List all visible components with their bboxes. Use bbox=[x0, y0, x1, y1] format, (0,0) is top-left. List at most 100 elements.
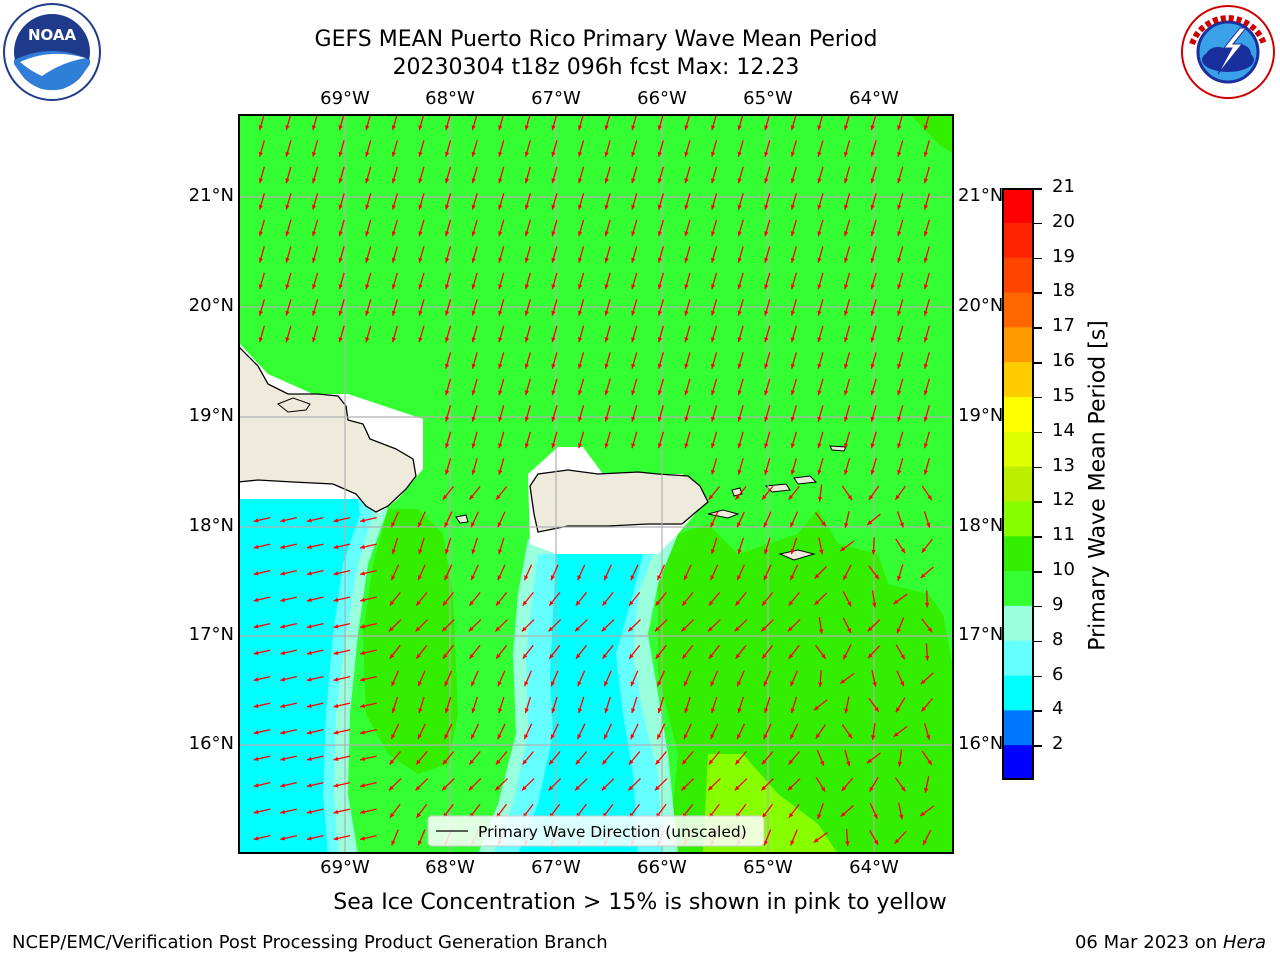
wave-arrow bbox=[388, 778, 402, 791]
wave-arrow bbox=[333, 835, 351, 841]
wave-arrow bbox=[365, 114, 372, 131]
wave-arrow bbox=[842, 617, 852, 634]
wave-arrow bbox=[497, 670, 506, 687]
wave-arrow bbox=[684, 219, 691, 237]
wave-arrow bbox=[578, 431, 585, 449]
wave-arrow bbox=[306, 676, 324, 682]
wave-arrow bbox=[418, 166, 425, 184]
wave-arrow bbox=[681, 751, 694, 765]
wave-arrow bbox=[870, 114, 877, 131]
wave-arrow bbox=[280, 755, 298, 761]
wave-arrow bbox=[923, 114, 930, 131]
wave-arrow bbox=[921, 538, 933, 554]
colorbar-segment-1 bbox=[1002, 222, 1034, 259]
wave-arrow bbox=[710, 696, 718, 714]
wave-arrow bbox=[365, 193, 372, 210]
wave-arrow bbox=[684, 272, 691, 290]
colorbar-tick-label-8: 13 bbox=[1052, 454, 1075, 476]
wave-arrow bbox=[870, 431, 877, 449]
wave-arrow bbox=[578, 272, 585, 290]
wave-arrow bbox=[655, 591, 667, 607]
wave-arrow bbox=[922, 829, 932, 846]
wave-arrow bbox=[817, 219, 824, 237]
wave-arrow bbox=[468, 485, 481, 501]
colorbar bbox=[1002, 188, 1034, 780]
wave-arrow bbox=[764, 378, 771, 396]
wave-arrow bbox=[817, 352, 824, 369]
wave-arrow bbox=[710, 670, 719, 687]
wave-arrow bbox=[710, 537, 718, 555]
wave-arrow bbox=[711, 114, 718, 131]
wave-arrow bbox=[684, 431, 691, 449]
colorbar-frame bbox=[1002, 188, 1034, 780]
wave-arrow bbox=[681, 778, 695, 791]
wave-arrow bbox=[578, 378, 585, 396]
wave-arrow bbox=[814, 565, 827, 580]
wave-arrow bbox=[575, 644, 587, 660]
culebra-island bbox=[731, 487, 743, 497]
wave-arrow bbox=[866, 752, 881, 764]
wave-arrow bbox=[445, 140, 452, 157]
wave-arrow bbox=[280, 543, 298, 549]
colorbar-segment-15 bbox=[1002, 710, 1034, 746]
wave-arrow bbox=[338, 114, 345, 131]
wave-arrow bbox=[285, 140, 292, 157]
wave-arrow bbox=[604, 352, 611, 369]
wave-arrow bbox=[631, 166, 638, 184]
wave-arrow bbox=[253, 835, 271, 841]
wave-arrow bbox=[471, 166, 478, 184]
wave-arrow bbox=[359, 517, 377, 523]
wave-arrow bbox=[312, 246, 319, 263]
colorbar-tick-mark-13 bbox=[1034, 640, 1042, 643]
wave-arrow bbox=[285, 325, 292, 343]
wave-arrow bbox=[870, 325, 877, 343]
wave-arrow bbox=[306, 623, 324, 629]
wave-arrow bbox=[654, 778, 668, 791]
wave-arrow bbox=[548, 751, 561, 765]
wave-arrow bbox=[391, 670, 399, 687]
wave-arrow bbox=[445, 193, 452, 210]
wave-arrow bbox=[498, 352, 505, 369]
wave-arrow bbox=[471, 352, 478, 369]
wave-arrow bbox=[897, 352, 904, 369]
wave-arrow bbox=[604, 166, 611, 184]
wave-arrow bbox=[391, 272, 398, 290]
wave-arrow bbox=[920, 672, 934, 685]
wave-arrow bbox=[601, 778, 615, 791]
water-fill-6-8-west bbox=[238, 499, 360, 854]
wave-arrow bbox=[711, 219, 718, 237]
wave-arrow bbox=[389, 803, 401, 819]
wave-arrow bbox=[710, 564, 719, 581]
wave-arrow bbox=[471, 219, 478, 237]
wave-arrow bbox=[338, 219, 345, 237]
colorbar-segment-7 bbox=[1002, 431, 1034, 468]
wave-arrow bbox=[258, 246, 265, 263]
wave-arrow bbox=[577, 696, 585, 714]
wave-arrow bbox=[871, 670, 877, 687]
wave-arrow bbox=[818, 669, 823, 688]
wave-arrow bbox=[813, 832, 828, 843]
wave-arrow bbox=[415, 619, 429, 632]
colorbar-tick-mark-11 bbox=[1034, 571, 1042, 573]
wave-arrow bbox=[444, 670, 453, 687]
wave-arrow bbox=[312, 166, 319, 184]
wave-arrow bbox=[415, 591, 428, 607]
wave-arrow bbox=[844, 166, 851, 184]
wave-arrow bbox=[280, 623, 298, 629]
wave-arrow bbox=[925, 643, 930, 661]
wave-arrow bbox=[333, 517, 351, 523]
wave-arrow bbox=[897, 405, 904, 422]
wave-arrow bbox=[894, 485, 906, 501]
wave-arrow bbox=[628, 751, 641, 765]
wave-arrow bbox=[897, 431, 904, 449]
wave-arrow bbox=[707, 778, 721, 791]
colorbar-tick-label-11: 10 bbox=[1052, 559, 1075, 581]
wave-arrow bbox=[338, 246, 345, 263]
wave-arrow bbox=[709, 723, 719, 740]
wave-arrow bbox=[761, 591, 774, 607]
wave-arrow bbox=[871, 537, 876, 555]
map-legend: Primary Wave Direction (unscaled) bbox=[427, 815, 765, 847]
wave-arrow bbox=[841, 485, 853, 501]
colorbar-tick-label-9: 12 bbox=[1052, 489, 1075, 511]
wave-arrow bbox=[844, 246, 851, 263]
